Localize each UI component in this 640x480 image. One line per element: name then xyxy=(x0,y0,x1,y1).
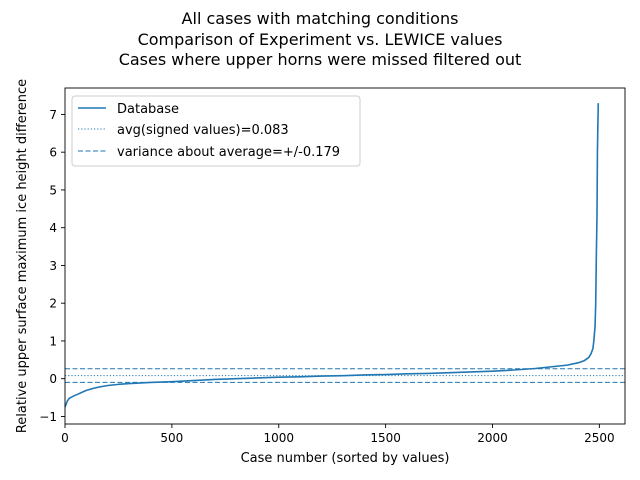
y-tick-label: 2 xyxy=(49,297,57,311)
y-tick-label: 5 xyxy=(49,183,57,197)
x-axis: 0 500 1000 1500 2000 2500 xyxy=(61,424,615,445)
legend-label-average: avg(signed values)=0.083 xyxy=(117,123,289,138)
x-axis-label: Case number (sorted by values) xyxy=(241,451,450,466)
y-tick-label: 3 xyxy=(49,259,57,273)
plot-frame xyxy=(64,87,626,425)
y-axis-label: Relative upper surface maximum ice heigh… xyxy=(15,79,30,433)
legend-box xyxy=(71,95,361,167)
x-tick-label: 500 xyxy=(160,431,183,445)
plot-area xyxy=(64,103,625,408)
title-line-2: Comparison of Experiment vs. LEWICE valu… xyxy=(138,30,503,49)
y-tick-label: 7 xyxy=(49,108,57,122)
y-axis: −1 0 1 2 3 4 5 6 7 xyxy=(39,108,65,424)
x-tick-label: 1000 xyxy=(263,431,294,445)
series-line-0 xyxy=(64,103,600,408)
y-tick-label: −1 xyxy=(39,410,57,424)
y-tick-label: 1 xyxy=(49,334,57,348)
y-tick-label: 6 xyxy=(49,146,57,160)
chart-title: All cases with matching conditions Compa… xyxy=(119,9,522,69)
y-tick-label: 0 xyxy=(49,372,57,386)
legend-label-variance: variance about average=+/-0.179 xyxy=(117,145,340,160)
legend: Database avg(signed values)=0.083 varian… xyxy=(71,95,361,167)
title-line-1: All cases with matching conditions xyxy=(182,9,459,28)
x-tick-label: 0 xyxy=(61,431,69,445)
legend-label-database: Database xyxy=(117,102,179,117)
x-tick-label: 2000 xyxy=(477,431,508,445)
y-tick-label: 4 xyxy=(49,221,57,235)
title-line-3: Cases where upper horns were missed filt… xyxy=(119,50,522,69)
x-tick-label: 2500 xyxy=(584,431,615,445)
x-tick-label: 1500 xyxy=(370,431,401,445)
